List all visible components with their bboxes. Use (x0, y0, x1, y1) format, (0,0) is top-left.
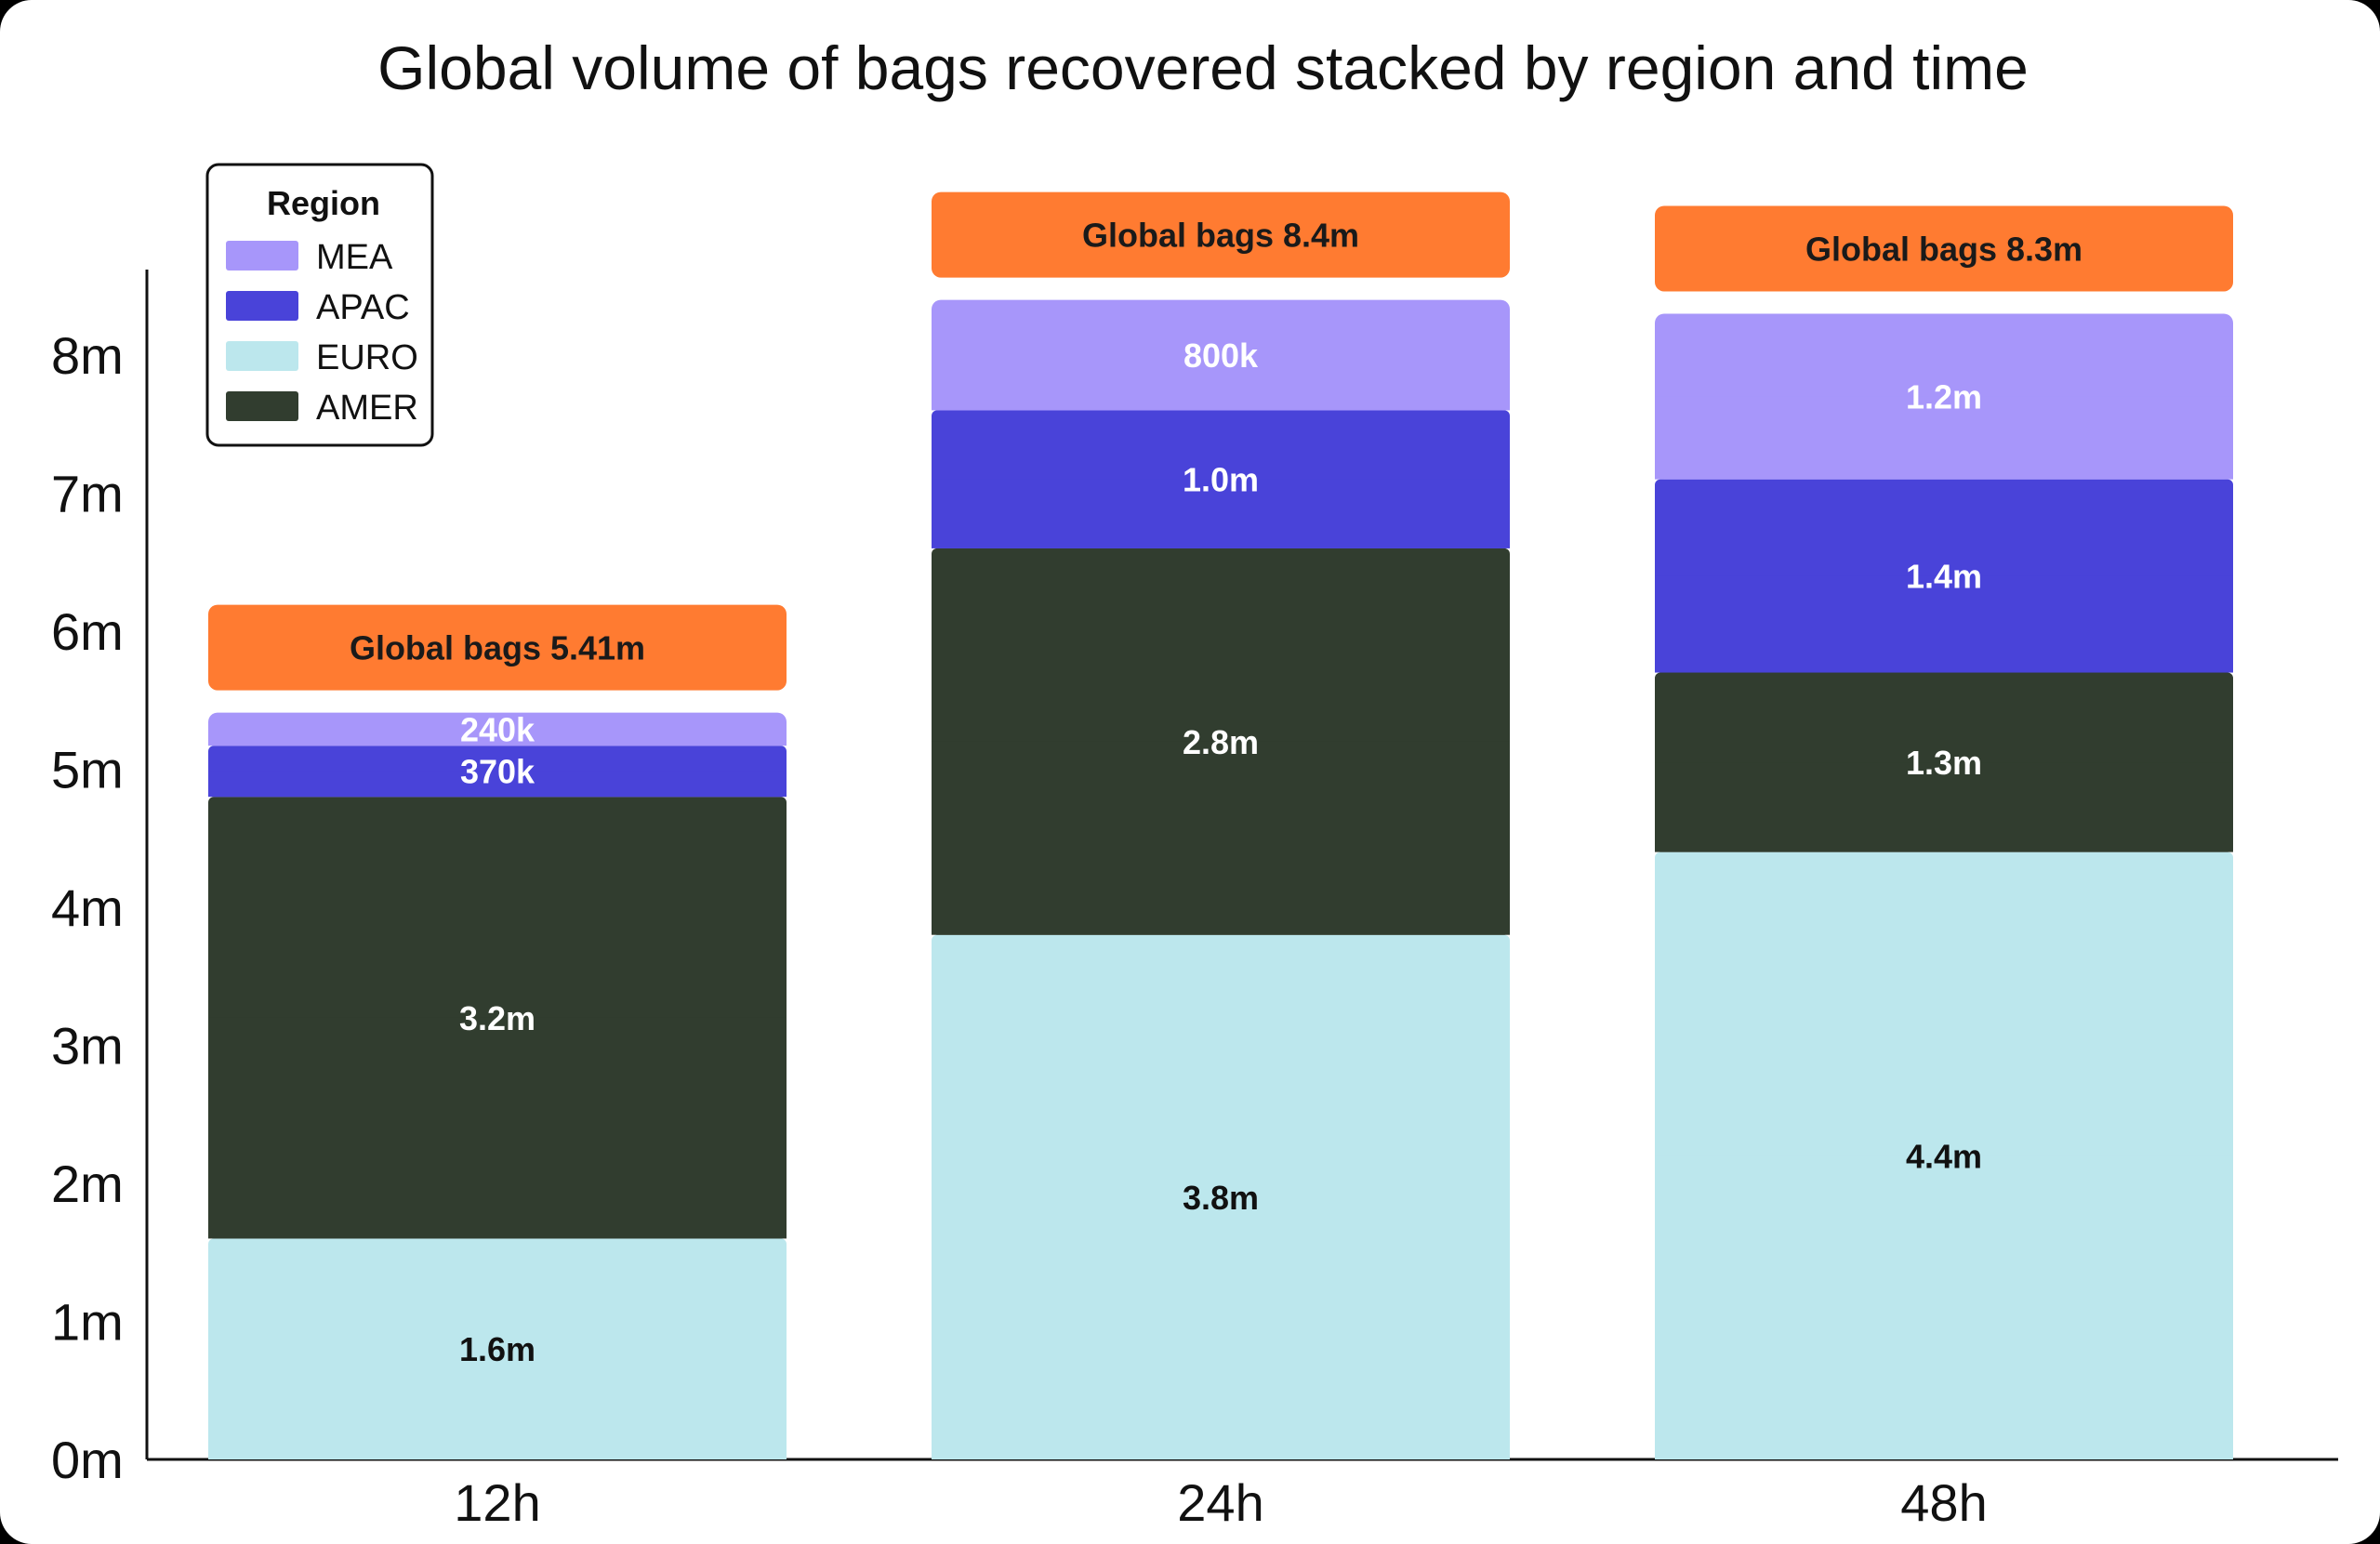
data-label-euro: 3.8m (1183, 1179, 1259, 1217)
total-label: Global bags 8.4m (1082, 217, 1359, 255)
x-tick-labels: 12h 24h 48h (454, 1473, 1987, 1532)
legend: Region MEA APAC EURO AMER (205, 163, 434, 447)
total-badge (208, 604, 787, 691)
x-tick-label: 48h (1900, 1473, 1987, 1532)
y-tick-label: 6m (51, 602, 124, 661)
legend-swatch-euro (226, 341, 298, 371)
total-badge (932, 191, 1510, 278)
data-label-mea: 1.2m (1906, 378, 1982, 416)
bar-segment-fill-mea (932, 355, 1510, 411)
bar-segment-fill-euro (208, 1349, 787, 1459)
y-tick-label: 3m (51, 1017, 124, 1076)
chart-title: Global volume of bags recovered stacked … (377, 33, 2029, 102)
y-tick-label: 8m (51, 326, 124, 385)
data-label-amer: 1.3m (1906, 744, 1982, 782)
bars: 1.6m 3.2m 370k 240k Global bags 5.41m 3.8m 2.8… (208, 191, 2233, 1459)
legend-label-apac: APAC (316, 288, 410, 327)
legend-title: Region (267, 184, 380, 222)
total-label: Global bags 5.41m (350, 629, 645, 667)
legend-label-amer: AMER (316, 389, 418, 428)
total-label: Global bags 8.3m (1805, 230, 2082, 268)
y-tick-label: 0m (51, 1431, 124, 1489)
data-label-euro: 1.6m (459, 1330, 536, 1368)
total-badge (1655, 205, 2233, 292)
bar-segment-fill-mea (1655, 396, 2233, 480)
legend-swatch-amer (226, 391, 298, 421)
data-label-apac: 1.4m (1906, 558, 1982, 596)
data-label-amer: 2.8m (1183, 723, 1259, 761)
y-tick-label: 1m (51, 1293, 124, 1352)
y-tick-label: 7m (51, 465, 124, 523)
bar-segment-fill-apac (208, 771, 787, 798)
legend-box (205, 163, 434, 447)
x-tick-label: 12h (454, 1473, 540, 1532)
data-label-apac: 1.0m (1183, 461, 1259, 499)
bar-segment-fill-amer (932, 741, 1510, 935)
bar-segment-fill-euro (1655, 1155, 2233, 1459)
bar-segment-fill-mea (208, 729, 787, 746)
x-tick-label: 24h (1177, 1473, 1263, 1532)
bar-segment-fill-amer (208, 1017, 787, 1239)
y-tick-label: 4m (51, 878, 124, 937)
bar-segment-fill-apac (932, 479, 1510, 548)
legend-swatch-mea (226, 241, 298, 271)
y-tick-labels: 0m 1m 2m 3m 4m 5m 6m 7m 8m (51, 326, 124, 1489)
legend-label-euro: EURO (316, 338, 418, 377)
legend-items: MEA APAC EURO AMER (226, 238, 418, 428)
data-label-mea: 240k (460, 710, 536, 748)
data-label-apac: 370k (460, 753, 536, 791)
y-tick-label: 2m (51, 1155, 124, 1213)
legend-swatch-apac (226, 291, 298, 321)
data-label-euro: 4.4m (1906, 1137, 1982, 1175)
data-label-mea: 800k (1183, 337, 1259, 375)
legend-label-mea: MEA (316, 238, 393, 277)
bar-segment-fill-apac (1655, 575, 2233, 673)
y-tick-label: 5m (51, 741, 124, 799)
bar-segment-fill-euro (932, 1196, 1510, 1459)
data-label-amer: 3.2m (459, 999, 536, 1037)
bar-segment-fill-amer (1655, 762, 2233, 852)
